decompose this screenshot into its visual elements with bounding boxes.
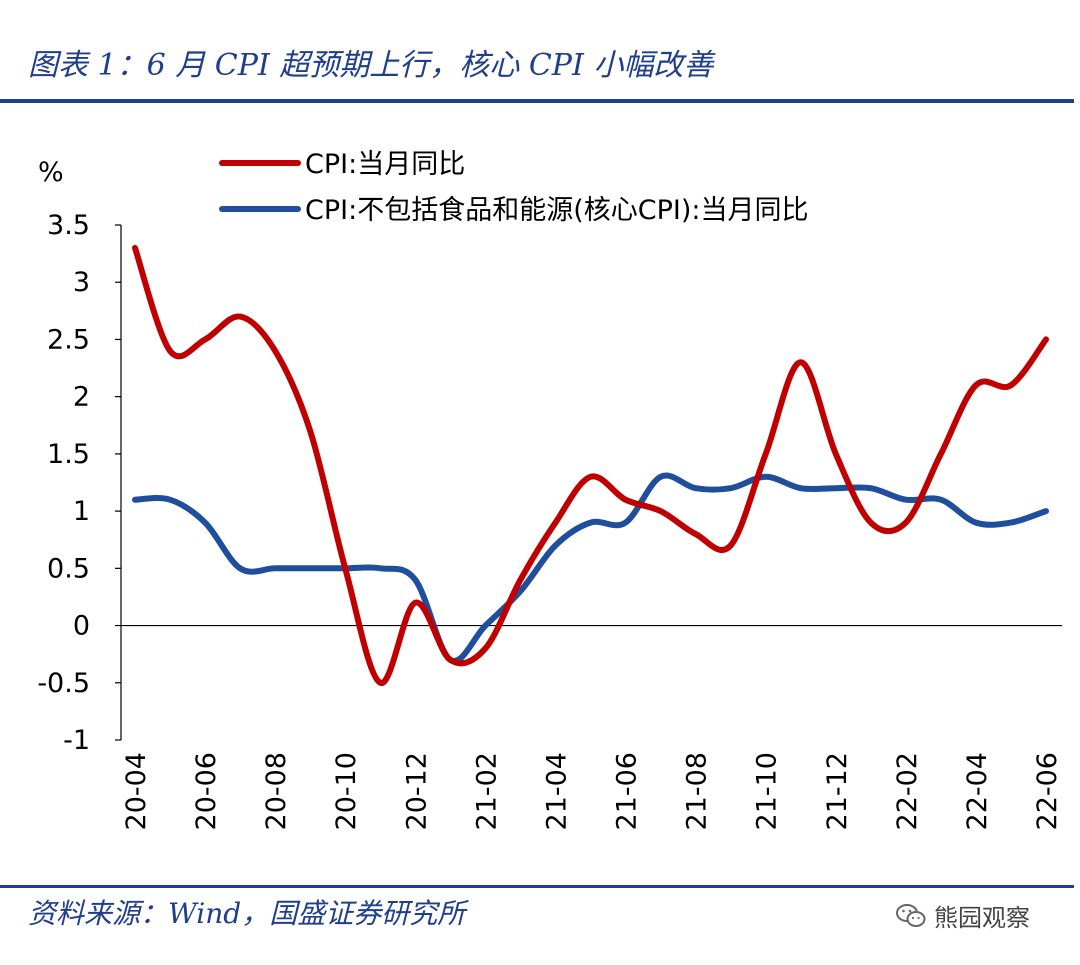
series-lines (132, 244, 1049, 686)
x-tick-label: 22-06 (1032, 752, 1063, 830)
x-tick-label: 21-08 (682, 752, 713, 830)
x-axis-ticks: 20-04 20-06 20-08 20-10 20-12 21-02 21-04 21-06… (121, 752, 1063, 830)
chart-grid (120, 225, 1062, 740)
series-line-cpi (132, 244, 1049, 686)
bottom-rule (0, 885, 1074, 888)
y-tick-label: 0.5 (47, 553, 90, 584)
wechat-icon (896, 903, 926, 927)
legend-label: CPI:不包括食品和能源(核心CPI):当月同比 (305, 195, 808, 226)
x-tick-label: 21-04 (541, 752, 572, 830)
series-line-core-cpi (132, 472, 1049, 664)
y-tick-label: 1.5 (47, 439, 90, 470)
y-tick-label: 3 (73, 267, 90, 298)
x-tick-label: 22-02 (892, 752, 923, 830)
y-tick-label: 0 (73, 611, 90, 642)
x-tick-label: 21-12 (822, 752, 853, 830)
y-axis-label: % (38, 157, 64, 188)
x-tick-label: 21-06 (612, 752, 643, 830)
y-tick-label: 2 (73, 382, 90, 413)
x-tick-label: 20-06 (191, 752, 222, 830)
y-tick-label: 3.5 (47, 210, 90, 241)
legend-label: CPI:当月同比 (305, 149, 465, 180)
y-tick-label: 2.5 (47, 324, 90, 355)
y-tick-label: -1 (63, 725, 90, 756)
y-axis-ticks: 3.5 3 2.5 2 1.5 1 0.5 0 -0.5 -1 (37, 210, 121, 756)
top-rule (0, 99, 1074, 103)
y-tick-label: 1 (73, 496, 90, 527)
x-tick-label: 20-10 (331, 752, 362, 830)
cpi-line-chart: % 3.5 3 2.5 2 1.5 1 0.5 0 -0.5 -1 20-04 20-06 20-08… (37, 149, 1063, 830)
watermark-text: 熊园观察 (934, 904, 1030, 932)
page-title: 图表 1：6 月 CPI 超预期上行，核心 CPI 小幅改善 (28, 48, 714, 83)
y-tick-label: -0.5 (37, 668, 90, 699)
source-note: 资料来源：Wind，国盛证券研究所 (28, 897, 466, 930)
watermark: 熊园观察 (896, 898, 1030, 933)
x-tick-label: 22-04 (962, 752, 993, 830)
chart-legend: CPI:当月同比 CPI:不包括食品和能源(核心CPI):当月同比 (219, 149, 808, 226)
x-tick-label: 21-10 (752, 752, 783, 830)
x-tick-label: 20-08 (261, 752, 292, 830)
x-tick-label: 20-04 (121, 752, 152, 830)
x-tick-label: 21-02 (471, 752, 502, 830)
x-tick-label: 20-12 (401, 752, 432, 830)
